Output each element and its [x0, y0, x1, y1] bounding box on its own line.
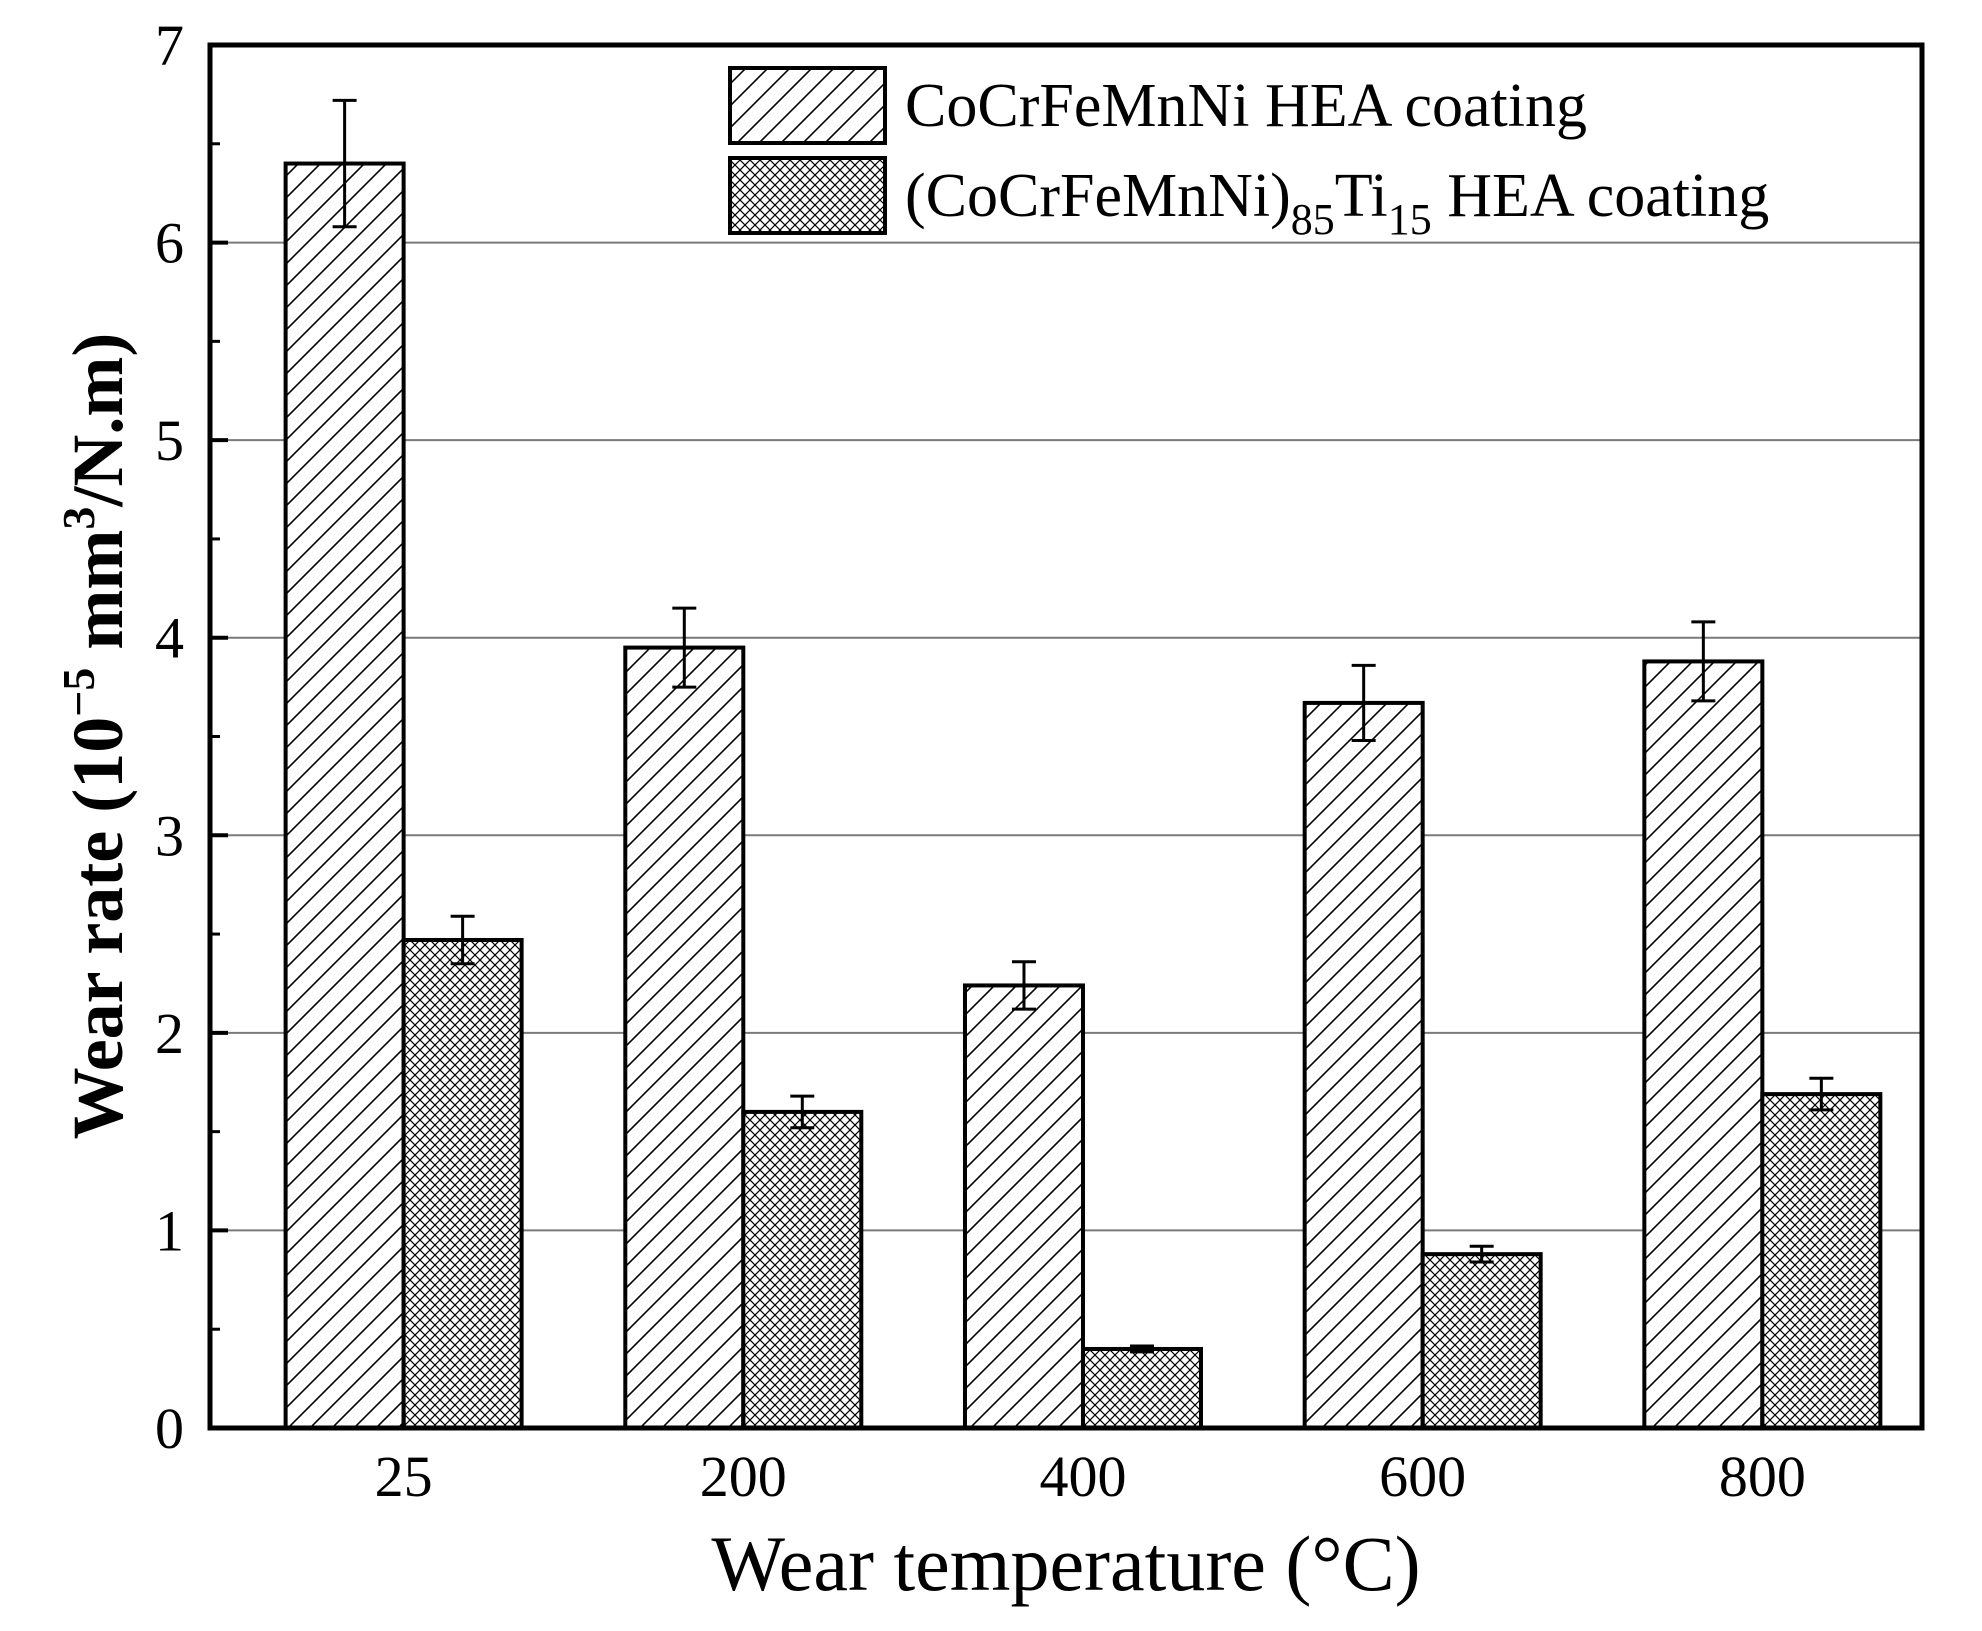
y-tick-label: 6: [155, 211, 184, 276]
x-axis-title: Wear temperature (°C): [711, 1520, 1420, 1607]
y-axis-title-suffix: /N.m): [58, 333, 138, 508]
y-axis-title-exponent: −5: [53, 668, 104, 717]
bar-cocrfemnni-400: [962, 983, 1085, 1430]
y-tick-label: 7: [155, 13, 184, 78]
legend: CoCrFeMnNi HEA coating (CoCrFeMnNi)85Ti15…: [728, 66, 1769, 244]
y-tick-label: 3: [155, 803, 184, 868]
bar-cocrfemnni-200: [623, 645, 746, 1430]
x-tick-label: 600: [1379, 1444, 1466, 1509]
x-tick-label: 800: [1719, 1444, 1806, 1509]
legend-label-ti15: (CoCrFeMnNi)85Ti15 HEA coating: [905, 162, 1769, 244]
error-bars: [332, 98, 1834, 1354]
x-tick-label: 25: [375, 1444, 433, 1509]
y-tick-label: 5: [155, 408, 184, 473]
bar-ti15-200: [741, 1109, 864, 1431]
legend-swatch-ti15: [728, 156, 887, 235]
bars: [283, 161, 1883, 1431]
bar-cocrfemnni-600: [1302, 700, 1425, 1430]
y-tick-label: 4: [155, 606, 184, 671]
y-tick-label: 1: [155, 1198, 184, 1263]
x-tick-label: 200: [700, 1444, 787, 1509]
y-axis-ticks: 0 1 2 3 4 5 6 7: [155, 13, 228, 1461]
bar-ti15-600: [1420, 1252, 1543, 1430]
y-axis-title-middle: mm: [58, 530, 138, 668]
bar-ti15-400: [1080, 1346, 1203, 1431]
y-axis-title: Wear rate (10−5 mm3/N.m): [53, 333, 138, 1140]
legend-swatch-cocrfemnni: [728, 66, 887, 145]
bar-cocrfemnni-25: [283, 161, 406, 1431]
y-axis-title-middle-sup: 3: [53, 507, 104, 530]
bar-ti15-25: [401, 937, 524, 1431]
x-tick-label: 400: [1039, 1444, 1126, 1509]
x-axis-ticks: 25 200 400 600 800: [375, 1412, 1806, 1509]
legend-label-cocrfemnni: CoCrFeMnNi HEA coating: [905, 72, 1587, 140]
y-tick-label: 2: [155, 1001, 184, 1066]
y-axis-title-prefix: Wear rate (10: [58, 717, 138, 1140]
y-tick-label: 0: [155, 1396, 184, 1461]
bar-cocrfemnni-800: [1642, 659, 1765, 1430]
bar-ti15-800: [1760, 1092, 1883, 1430]
